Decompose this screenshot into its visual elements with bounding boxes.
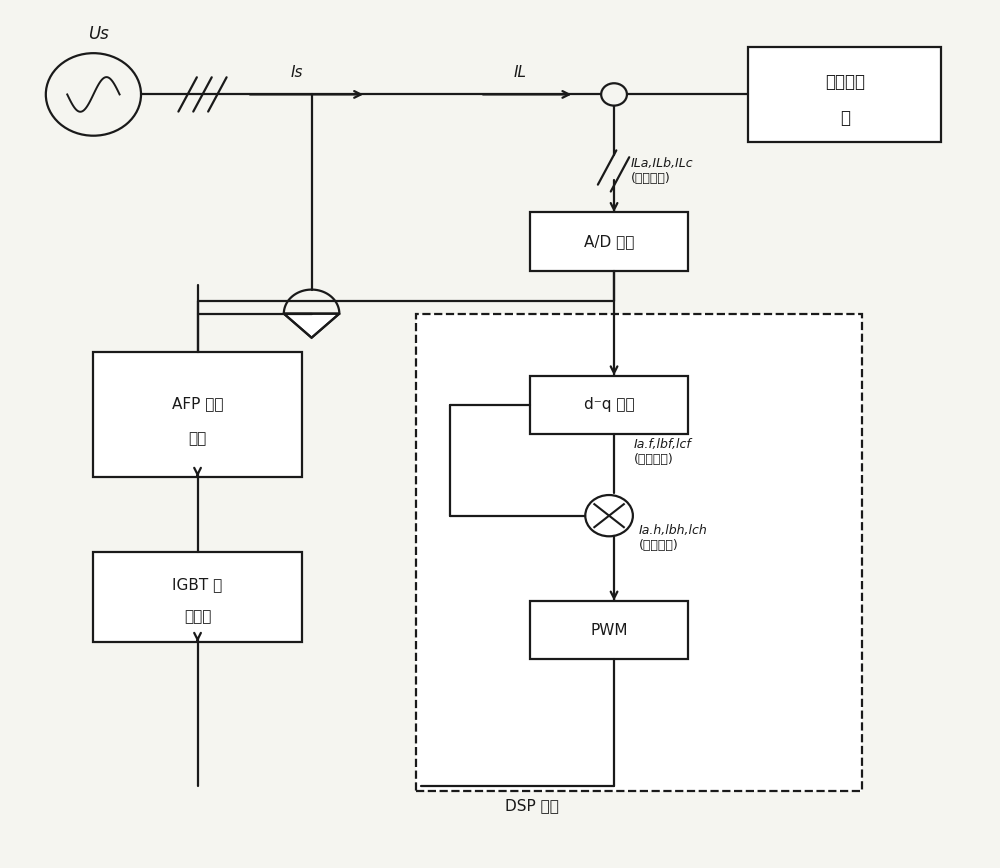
Text: (基波电流): (基波电流)	[634, 453, 674, 466]
Bar	[93, 352, 302, 477]
Text: A/D 采样: A/D 采样	[584, 234, 634, 249]
Text: Is: Is	[290, 65, 303, 80]
Polygon shape	[284, 313, 339, 338]
Bar	[93, 552, 302, 642]
Text: AFP 功率: AFP 功率	[172, 397, 223, 411]
Text: (负载电流): (负载电流)	[631, 172, 671, 185]
Bar	[530, 601, 688, 659]
Bar	[530, 212, 688, 271]
Text: Us: Us	[88, 25, 109, 43]
Text: ILa,ILb,ILc: ILa,ILb,ILc	[631, 157, 694, 170]
Bar	[748, 47, 941, 141]
Text: IGBT 驱: IGBT 驱	[172, 577, 223, 592]
Bar	[416, 313, 862, 791]
Text: (谐波电流): (谐波电流)	[639, 539, 679, 552]
Text: IL: IL	[513, 65, 526, 80]
Text: PWM: PWM	[590, 622, 628, 637]
Text: 非线性负: 非线性负	[825, 73, 865, 90]
Text: 动电路: 动电路	[184, 608, 211, 624]
Text: d⁻q 运算: d⁻q 运算	[584, 398, 634, 412]
Text: 单元: 单元	[188, 431, 207, 446]
Text: Ia.f,lbf,lcf: Ia.f,lbf,lcf	[634, 437, 692, 450]
Text: Ia.h,lbh,lch: Ia.h,lbh,lch	[639, 523, 708, 536]
Text: DSP 芯片: DSP 芯片	[505, 798, 559, 812]
Text: 载: 载	[840, 108, 850, 127]
Bar	[530, 376, 688, 434]
